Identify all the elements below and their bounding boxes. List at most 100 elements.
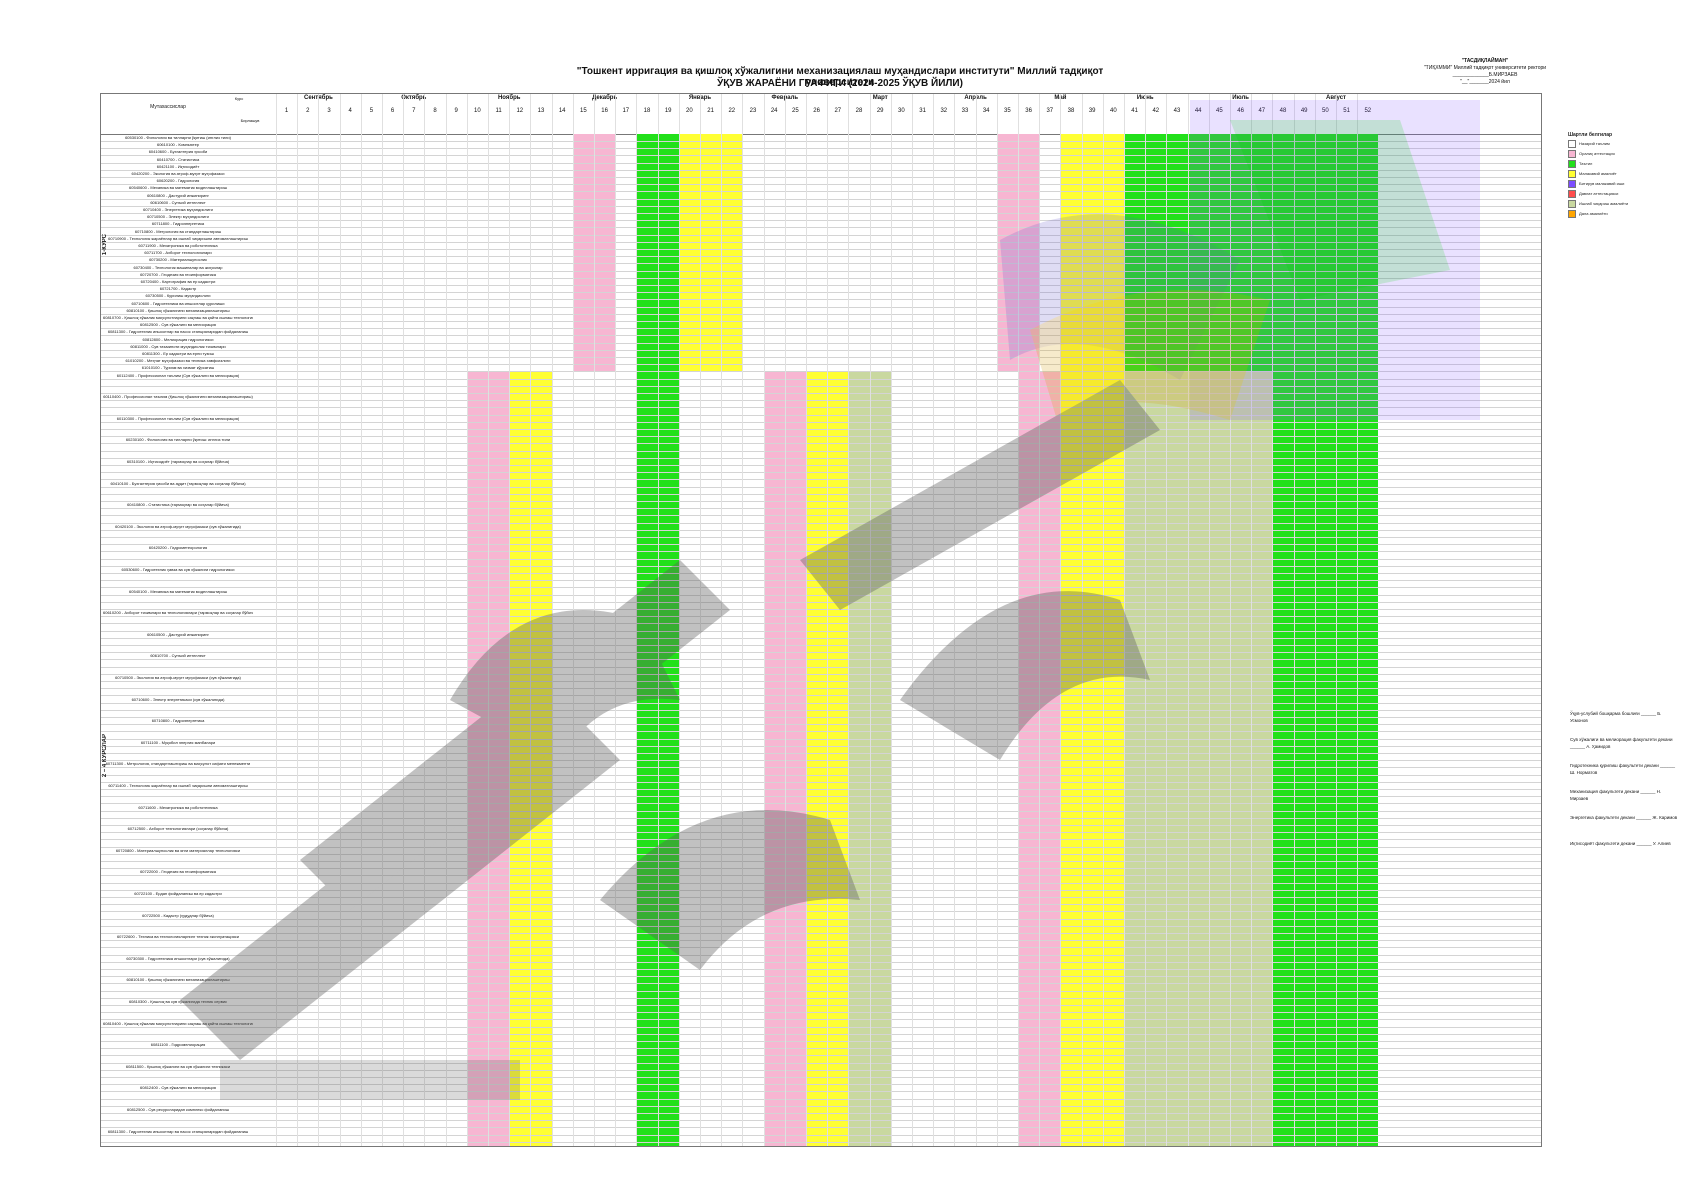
table-row bbox=[101, 1077, 1541, 1086]
table-row-specialty: 60610100 - Компьютер bbox=[101, 141, 1541, 150]
row-specialty-name: 60112400 - Профессионал таълим (Сув хўжа… bbox=[116, 372, 240, 378]
grid-vline bbox=[996, 94, 998, 1146]
grid-vline bbox=[890, 94, 892, 1146]
table-row-specialty: 60810100 - Қишлоқ хўжалигини механизация… bbox=[101, 976, 1541, 985]
grid-vline bbox=[530, 94, 532, 1146]
header-week-number: 23 bbox=[749, 108, 757, 114]
row-specialty-name: 60710800 - Гидроэнергетика bbox=[151, 718, 205, 724]
table-row-specialty: 60722000 - Геодезия ва геоинформатика bbox=[101, 868, 1541, 877]
table-row bbox=[101, 580, 1541, 589]
table-row bbox=[101, 897, 1541, 906]
approve-line3: "__"_______2024 йил bbox=[1460, 79, 1510, 85]
exam-band-autumn bbox=[466, 371, 510, 1146]
grid-vline bbox=[1145, 94, 1147, 1146]
row-specialty-name: 60720700 - Геодезия ва геоинформатика bbox=[140, 271, 216, 277]
header-week-number: 36 bbox=[1025, 108, 1032, 114]
header-week-number: 19 bbox=[664, 108, 672, 114]
table-row-specialty: 60722500 - Кадастр (ҳудудлар бўйича) bbox=[101, 912, 1541, 920]
legend-swatch bbox=[1568, 180, 1576, 188]
table-row bbox=[101, 1120, 1541, 1129]
table-row-specialty: 60410600 - Бухгалтерия ҳисоби bbox=[101, 148, 1541, 157]
grid-vline bbox=[1251, 94, 1253, 1146]
grid-vline bbox=[721, 94, 723, 1146]
table-row bbox=[101, 379, 1541, 387]
table-row-specialty: 60811000 - Сув таъминоти муҳандислик тиз… bbox=[101, 343, 1541, 351]
row-specialty-name: 60110300 - Профессионал таълим (Сув хўжа… bbox=[116, 415, 240, 421]
table-row-specialty: 60711100 - Муқобил энергия манбалари bbox=[101, 739, 1541, 747]
signature-line: Иқтисодиёт факультети декани ______ У. А… bbox=[1570, 841, 1671, 846]
header-week-number: 20 bbox=[686, 108, 693, 114]
table-row bbox=[101, 537, 1541, 546]
row-specialty-name: 60530100 - Филология ва тилларни ўқитиш … bbox=[125, 135, 231, 140]
summer-holiday-band-2 bbox=[1272, 371, 1379, 1146]
table-row bbox=[101, 962, 1541, 970]
table-row bbox=[101, 854, 1541, 862]
table-row-specialty: 60710500 - Электр муҳандислиги bbox=[101, 213, 1541, 222]
table-row-specialty: 60812500 - Сув ресурсларидан комплекс фо… bbox=[101, 1106, 1541, 1114]
grid-vline bbox=[827, 94, 829, 1146]
grid-vline bbox=[657, 94, 659, 1146]
row-specialty-name: 60810100 - Қишлоқ хўжалигини механизация… bbox=[126, 977, 230, 983]
legend-swatch bbox=[1568, 210, 1576, 218]
header-week-number: 45 bbox=[1216, 108, 1223, 114]
header-week-number: 43 bbox=[1173, 108, 1181, 114]
table-row-specialty: 60810300 - Қишлоқ ва сув хўжалигида техн… bbox=[101, 998, 1541, 1006]
exam-band-spring-year1 bbox=[996, 134, 1040, 372]
table-row bbox=[101, 775, 1541, 783]
table-row-specialty: 60730400 - Технологик машиналар ва жиҳоз… bbox=[101, 264, 1541, 272]
table-row bbox=[101, 1048, 1541, 1057]
table-row bbox=[101, 667, 1541, 675]
table-row-specialty: 60812400 - Сув хўжалиги ва мелиорация bbox=[101, 1084, 1541, 1093]
table-row bbox=[101, 746, 1541, 754]
row-specialty-name: 60420200 - Экология ва атроф-муҳит муҳоф… bbox=[131, 171, 225, 176]
header-week-number: 50 bbox=[1322, 108, 1329, 114]
grid-vline bbox=[1336, 94, 1337, 1146]
row-specialty-name: 60730400 - Технологик машиналар ва жиҳоз… bbox=[133, 264, 223, 270]
table-row bbox=[101, 1099, 1541, 1107]
table-row bbox=[101, 494, 1541, 502]
grid-vline bbox=[488, 94, 489, 1146]
table-row-specialty: 60112400 - Профессионал таълим (Сув хўжа… bbox=[101, 372, 1541, 380]
row-specialty-name: 60410600 - Бухгалтерия ҳисоби bbox=[148, 149, 208, 155]
header-week-number: 34 bbox=[982, 108, 990, 114]
header-week-number: 29 bbox=[876, 108, 884, 114]
table-row-specialty: 60610600 - Сунъий интеллект bbox=[101, 199, 1541, 207]
table-row bbox=[101, 710, 1541, 718]
row-specialty-name: 60712500 - Ахборот технологиялари (соҳал… bbox=[127, 826, 229, 832]
grid-vline bbox=[933, 94, 935, 1146]
header-month: Декабрь bbox=[592, 95, 618, 101]
exam-band-year1 bbox=[572, 134, 616, 372]
grid-vline bbox=[1102, 94, 1104, 1146]
grid-vline bbox=[1081, 94, 1083, 1146]
grid-vline bbox=[594, 94, 595, 1146]
legend-label: Оралиқ аттестация bbox=[1579, 151, 1615, 156]
holiday-band-winter bbox=[636, 134, 679, 1146]
approve-head: "ТАСДИҚЛАЙМАН" bbox=[1461, 58, 1509, 64]
row-specialty-name: 60710900 - Технологик жараёнлар ва ишлаб… bbox=[108, 235, 248, 241]
legend-item: Ишлаб чиқариш амалиёти bbox=[1568, 200, 1678, 208]
signature-line: Сув хўжалиги ва мелиорация факультети де… bbox=[1570, 737, 1673, 749]
table-row-specialty: 60721700 - Кадастр bbox=[101, 285, 1541, 294]
header-week-number: 7 bbox=[412, 108, 416, 114]
table-row bbox=[101, 472, 1541, 481]
table-row bbox=[101, 400, 1541, 409]
row-specialty-name: 60812800 - Мелиорация гидрологияси bbox=[142, 336, 214, 342]
table-row bbox=[101, 429, 1541, 438]
grid-vline bbox=[784, 94, 786, 1146]
row-specialty-name: 60230100 - Филология ва тилларни ўқитиш:… bbox=[125, 437, 231, 443]
table-row-specialty: 60730300 - Гидротехника иншоотлари (сув … bbox=[101, 955, 1541, 963]
table-row bbox=[101, 688, 1541, 697]
row-specialty-name: 60812500 - Сув хўжалиги ва мелиорация bbox=[140, 322, 216, 328]
row-specialty-name: 60310100 - Иқтисодиёт (тармоқлар ва соҳа… bbox=[126, 459, 230, 464]
grid-vline bbox=[360, 94, 362, 1146]
table-row bbox=[101, 926, 1541, 934]
table-row bbox=[101, 796, 1541, 805]
practice-band-autumn bbox=[509, 371, 552, 1146]
table-row-specialty: 60610700 - Сунъий интеллект bbox=[101, 652, 1541, 661]
header-week-number: 48 bbox=[1279, 108, 1287, 114]
grid-vline bbox=[403, 94, 405, 1146]
table-row-specialty: 60730500 - Курилиш муҳандислиги bbox=[101, 292, 1541, 301]
legend-item: Оралиқ аттестация bbox=[1568, 150, 1678, 158]
signature-line: Гидротехника қурилиш факультети декани _… bbox=[1570, 763, 1676, 775]
table-row bbox=[101, 422, 1541, 430]
